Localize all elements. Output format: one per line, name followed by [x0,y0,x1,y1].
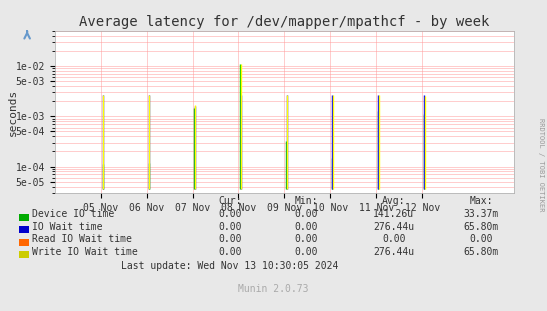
Text: 0.00: 0.00 [218,234,241,244]
Text: Avg:: Avg: [382,196,405,206]
Text: 276.44u: 276.44u [373,247,415,257]
Text: Cur:: Cur: [218,196,241,206]
Text: 276.44u: 276.44u [373,222,415,232]
Text: 0.00: 0.00 [295,234,318,244]
Text: Read IO Wait time: Read IO Wait time [32,234,132,244]
Text: Max:: Max: [470,196,493,206]
Text: IO Wait time: IO Wait time [32,222,102,232]
Text: Last update: Wed Nov 13 10:30:05 2024: Last update: Wed Nov 13 10:30:05 2024 [121,261,339,271]
Text: 0.00: 0.00 [295,222,318,232]
Text: 0.00: 0.00 [218,222,241,232]
Text: 0.00: 0.00 [218,209,241,219]
Text: Min:: Min: [295,196,318,206]
Text: 0.00: 0.00 [295,209,318,219]
Text: Munin 2.0.73: Munin 2.0.73 [238,284,309,294]
Text: 141.26u: 141.26u [373,209,415,219]
Text: 0.00: 0.00 [295,247,318,257]
Text: Device IO time: Device IO time [32,209,114,219]
Text: 33.37m: 33.37m [464,209,499,219]
Text: 0.00: 0.00 [382,234,405,244]
Text: 65.80m: 65.80m [464,247,499,257]
Y-axis label: seconds: seconds [8,88,18,136]
Title: Average latency for /dev/mapper/mpathcf - by week: Average latency for /dev/mapper/mpathcf … [79,15,490,29]
Text: 65.80m: 65.80m [464,222,499,232]
Text: 0.00: 0.00 [218,247,241,257]
Text: Write IO Wait time: Write IO Wait time [32,247,137,257]
Text: 0.00: 0.00 [470,234,493,244]
Text: RRDTOOL / TOBI OETIKER: RRDTOOL / TOBI OETIKER [538,118,544,212]
